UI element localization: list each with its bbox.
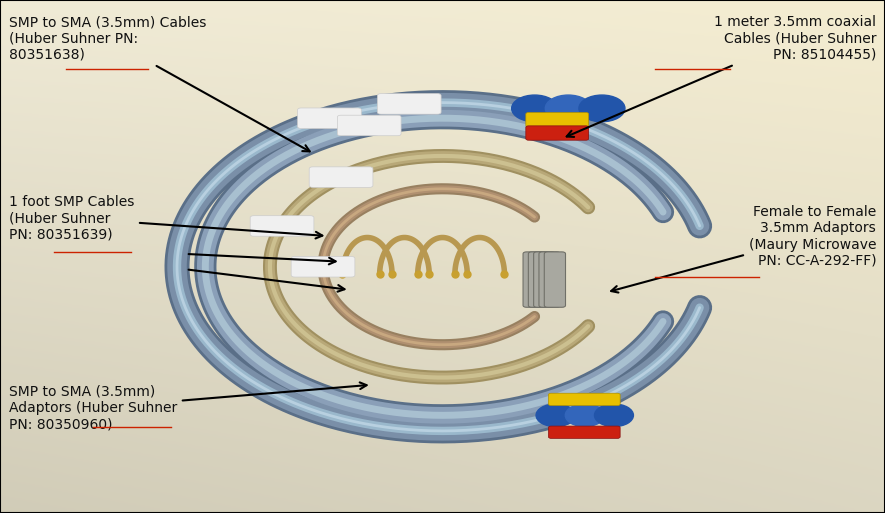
FancyBboxPatch shape <box>549 426 620 439</box>
FancyBboxPatch shape <box>337 115 401 136</box>
Circle shape <box>595 404 634 427</box>
FancyBboxPatch shape <box>549 393 620 406</box>
Circle shape <box>512 95 558 122</box>
Circle shape <box>536 404 575 427</box>
Circle shape <box>566 404 604 427</box>
Circle shape <box>545 95 591 122</box>
FancyBboxPatch shape <box>526 112 589 127</box>
FancyBboxPatch shape <box>528 252 550 307</box>
FancyBboxPatch shape <box>309 167 373 187</box>
Text: 1 foot SMP Cables
(Huber Suhner
PN: 80351639): 1 foot SMP Cables (Huber Suhner PN: 8035… <box>9 195 322 241</box>
FancyBboxPatch shape <box>523 252 544 307</box>
Text: SMP to SMA (3.5mm)
Adaptors (Huber Suhner
PN: 80350960): SMP to SMA (3.5mm) Adaptors (Huber Suhne… <box>9 382 366 431</box>
Text: SMP to SMA (3.5mm) Cables
(Huber Suhner PN:
80351638): SMP to SMA (3.5mm) Cables (Huber Suhner … <box>9 15 310 151</box>
Text: 1 meter 3.5mm coaxial
Cables (Huber Suhner
PN: 85104455): 1 meter 3.5mm coaxial Cables (Huber Suhn… <box>566 15 876 137</box>
Text: Female to Female
3.5mm Adaptors
(Maury Microwave
PN: CC-A-292-FF): Female to Female 3.5mm Adaptors (Maury M… <box>612 205 876 292</box>
FancyBboxPatch shape <box>539 252 560 307</box>
FancyBboxPatch shape <box>250 215 314 236</box>
FancyBboxPatch shape <box>377 94 441 114</box>
FancyBboxPatch shape <box>526 126 589 140</box>
Circle shape <box>579 95 625 122</box>
FancyBboxPatch shape <box>534 252 555 307</box>
FancyBboxPatch shape <box>291 256 355 277</box>
FancyBboxPatch shape <box>544 252 566 307</box>
FancyBboxPatch shape <box>297 108 361 128</box>
